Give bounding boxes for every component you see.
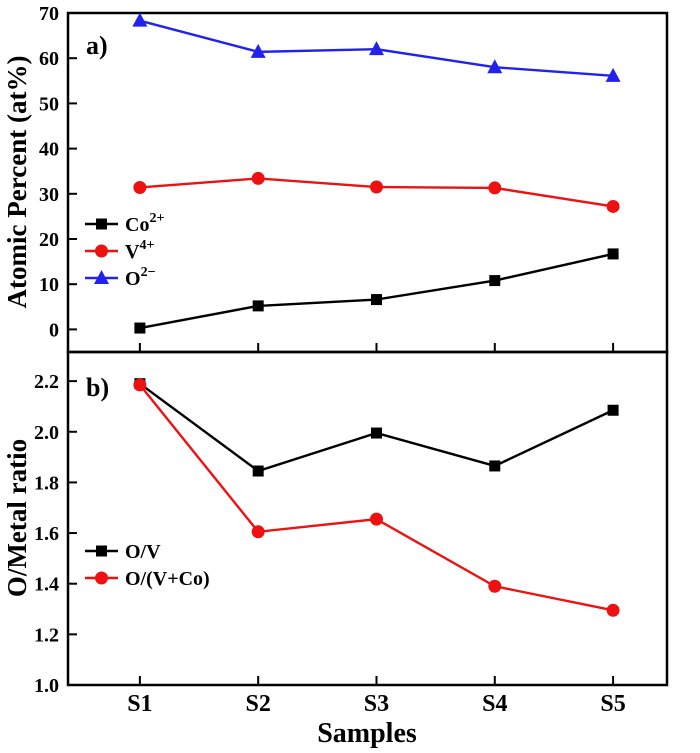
panel-frame — [66, 350, 669, 687]
y-tick-label: 1.6 — [34, 523, 59, 545]
circle-marker — [606, 199, 620, 213]
circle-marker — [606, 603, 620, 617]
series-O/V — [134, 378, 619, 477]
circle-marker — [369, 512, 383, 526]
square-marker — [607, 248, 619, 260]
series-O2- — [132, 12, 621, 82]
square-marker — [96, 218, 107, 230]
x-tick-label: S5 — [600, 691, 625, 717]
y-tick-label: 40 — [39, 139, 59, 161]
circle-marker — [133, 378, 147, 392]
triangle-marker — [132, 12, 148, 27]
square-marker — [370, 427, 382, 439]
x-tick-label: S1 — [127, 691, 152, 717]
circle-marker — [251, 525, 265, 539]
y-tick-label: 30 — [39, 184, 59, 206]
square-marker — [134, 322, 146, 334]
static-labels: a) Atomic Percent (at%) b) O/Metal ratio… — [2, 31, 417, 749]
square-marker — [489, 460, 501, 472]
series-V4+ — [133, 171, 620, 213]
circle-marker — [251, 171, 265, 185]
panel-b-plot: 1.0 1.2 1.4 1.6 1.8 2.0 2.2 S1 S2 S3 S4 S5 O/V O/(V+C… — [34, 350, 669, 717]
y-tick-label: 70 — [39, 3, 59, 25]
legend-label: O/V — [125, 541, 161, 563]
circle-marker — [133, 180, 147, 194]
panel-b-label: b) — [86, 373, 109, 402]
square-marker — [252, 300, 264, 312]
series-O/(V+Co) — [133, 378, 620, 617]
x-axis-title: Samples — [317, 718, 417, 749]
panel-a-plot: 0 10 20 30 40 50 60 70 Co2+V4+O2− — [39, 3, 669, 354]
circle-marker — [95, 571, 108, 585]
legend-label: Co2+ — [125, 211, 164, 236]
legend-label: O2− — [125, 265, 156, 290]
triangle-marker — [487, 59, 503, 74]
circle-marker — [369, 180, 383, 194]
circle-marker — [488, 181, 502, 195]
circle-marker — [95, 244, 108, 258]
y-tick-label: 1.2 — [34, 624, 59, 646]
triangle-marker — [94, 270, 109, 284]
y-tick-label: 1.4 — [34, 574, 59, 596]
x-tick-label: S3 — [364, 691, 389, 717]
panel-a-label: a) — [86, 31, 108, 60]
y-tick-label: 1.8 — [34, 472, 59, 494]
triangle-marker — [250, 43, 266, 58]
circle-marker — [488, 579, 502, 593]
y-tick-label: 2.0 — [34, 422, 59, 444]
series-line — [138, 384, 614, 612]
legend-label: V4+ — [125, 238, 154, 263]
x-tick-label: S4 — [482, 691, 507, 717]
square-marker — [96, 545, 107, 557]
square-marker — [370, 294, 382, 306]
y-tick-label: 2.2 — [34, 371, 59, 393]
legend-label: O/(V+Co) — [125, 568, 210, 590]
series-line — [139, 252, 614, 330]
square-marker — [252, 465, 264, 477]
triangle-marker — [368, 41, 384, 56]
x-tick-label: S2 — [246, 691, 271, 717]
y-tick-label: 10 — [39, 274, 59, 296]
series-Co2+ — [134, 248, 619, 334]
y-tick-label: 20 — [39, 229, 59, 251]
legend: O/V O/(V+Co) — [85, 541, 210, 590]
y-tick-label: 60 — [39, 48, 59, 70]
square-marker — [489, 275, 501, 287]
square-marker — [607, 404, 619, 416]
panel-b-ylabel: O/Metal ratio — [2, 439, 32, 597]
triangle-marker — [605, 67, 621, 82]
legend: Co2+V4+O2− — [85, 211, 164, 290]
y-tick-label: 50 — [39, 93, 59, 115]
panel-a-ylabel: Atomic Percent (at%) — [2, 56, 32, 309]
y-tick-label: 0 — [49, 319, 59, 341]
y-tick-label: 1.0 — [34, 675, 59, 697]
series-line — [139, 382, 614, 473]
